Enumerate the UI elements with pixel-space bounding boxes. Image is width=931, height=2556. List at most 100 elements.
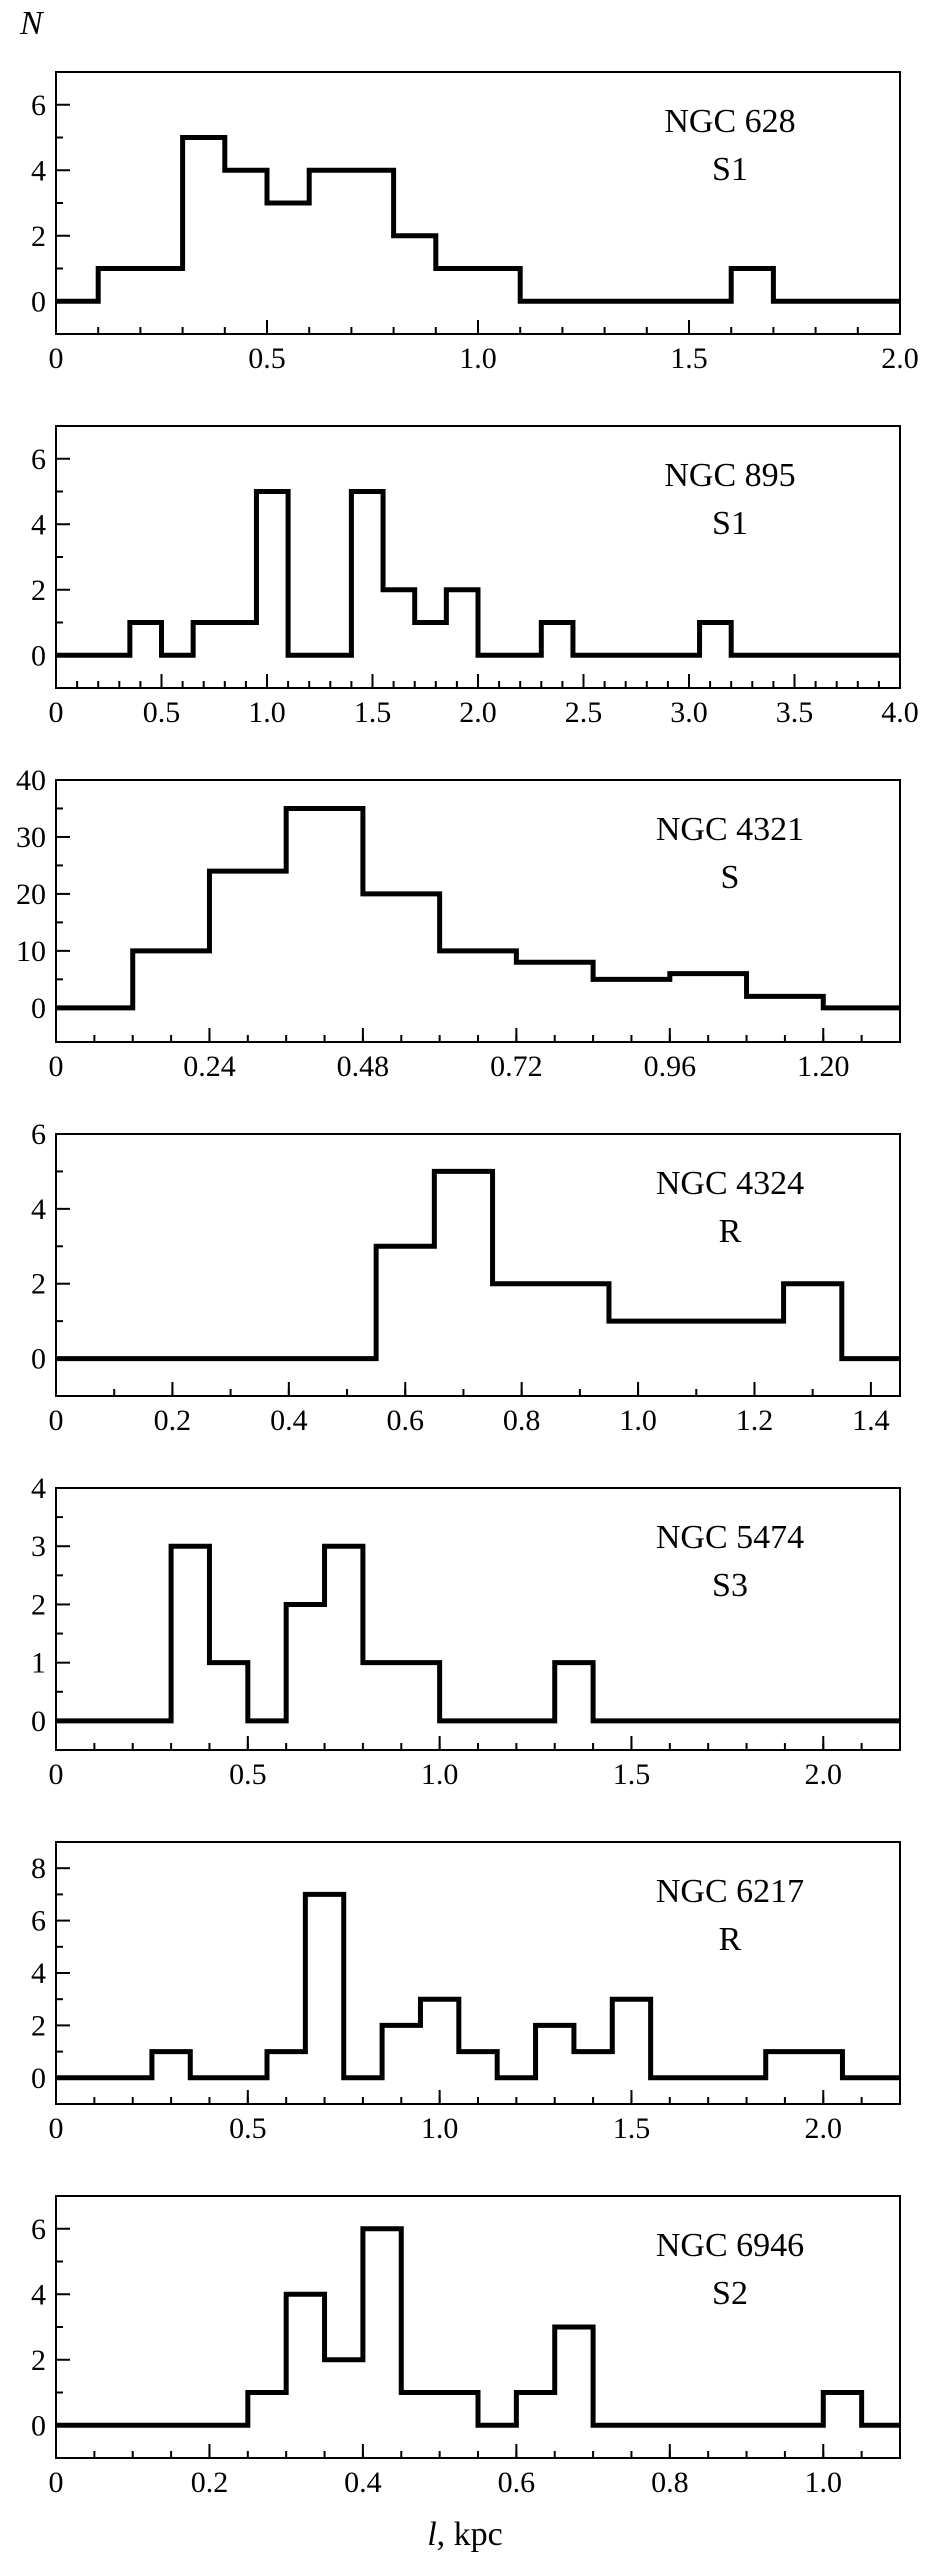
morphology-type: R bbox=[719, 1921, 742, 1958]
y-tick-label: 0 bbox=[31, 2062, 46, 2095]
histogram-panel-7: 0 0.2 0.4 0.6 0.8 1.0 0 2 4 6 NGC 6946 S2 bbox=[31, 2195, 901, 2499]
galaxy-name: NGC 5474 bbox=[656, 1519, 804, 1556]
x-tick-label: 0.5 bbox=[248, 342, 286, 375]
morphology-type: S bbox=[721, 859, 740, 896]
histogram-step-line bbox=[56, 1891, 900, 2081]
histogram-panel-4: 0 0.2 0.4 0.6 0.8 1.0 1.2 1.4 0 2 4 6 NGC 4324 R bbox=[31, 1118, 901, 1437]
morphology-type: S3 bbox=[712, 1567, 748, 1604]
x-tick-label: 0 bbox=[49, 1758, 64, 1791]
x-tick-label: 0 bbox=[49, 1404, 64, 1437]
y-tick-label: 2 bbox=[31, 2009, 46, 2042]
y-tick-label: 10 bbox=[16, 935, 46, 968]
x-tick-label: 0.5 bbox=[229, 2112, 267, 2145]
x-tick-label: 1.5 bbox=[613, 2112, 651, 2145]
x-tick-label: 3.5 bbox=[776, 696, 814, 729]
x-tick-label: 0.8 bbox=[651, 2466, 689, 2499]
histogram-step-line bbox=[56, 1168, 900, 1362]
x-tick-label: 0.4 bbox=[344, 2466, 382, 2499]
y-tick-label: 4 bbox=[31, 1193, 46, 1226]
morphology-type: S1 bbox=[712, 151, 748, 188]
x-tick-label: 0.5 bbox=[143, 696, 181, 729]
x-tick-label: 0.2 bbox=[154, 1404, 192, 1437]
y-tick-label: 4 bbox=[31, 154, 46, 187]
x-tick-label: 0 bbox=[49, 2112, 64, 2145]
y-tick-label: 6 bbox=[31, 1118, 46, 1151]
histogram-step-line bbox=[56, 2226, 900, 2428]
galaxy-name: NGC 4324 bbox=[656, 1165, 804, 1202]
y-tick-label: 40 bbox=[16, 764, 46, 797]
galaxy-name: NGC 6946 bbox=[656, 2227, 804, 2264]
y-tick-label: 6 bbox=[31, 1905, 46, 1938]
panel-frame bbox=[55, 1133, 901, 1397]
x-tick-label: 0 bbox=[49, 342, 64, 375]
y-tick-label: 30 bbox=[16, 821, 46, 854]
histogram-panel-1: 0 0.5 1.0 1.5 2.0 0 2 4 6 NGC 628 S1 bbox=[31, 71, 919, 375]
x-tick-label: 1.0 bbox=[619, 1404, 657, 1437]
x-tick-label: 0.72 bbox=[490, 1050, 543, 1083]
x-tick-label: 0.96 bbox=[644, 1050, 697, 1083]
x-tick-label: 0 bbox=[49, 696, 64, 729]
x-tick-label: 1.20 bbox=[797, 1050, 850, 1083]
x-tick-label: 2.5 bbox=[565, 696, 603, 729]
y-tick-label: 8 bbox=[31, 1852, 46, 1885]
y-tick-label: 4 bbox=[31, 1472, 46, 1505]
histogram-step-line bbox=[56, 135, 900, 304]
y-tick-label: 0 bbox=[31, 285, 46, 318]
x-tick-label: 0 bbox=[49, 2466, 64, 2499]
x-tick-label: 1.5 bbox=[670, 342, 708, 375]
x-tick-label: 2.0 bbox=[459, 696, 497, 729]
y-tick-label: 2 bbox=[31, 220, 46, 253]
histogram-panel-2: 0 0.5 1.0 1.5 2.0 2.5 3.0 3.5 4.0 0 2 4 6 NGC 895 S1 bbox=[31, 425, 919, 729]
x-tick-label: 1.0 bbox=[421, 1758, 459, 1791]
x-tick-label: 0.5 bbox=[229, 1758, 267, 1791]
x-tick-label: 1.0 bbox=[421, 2112, 459, 2145]
x-axis-unit: , kpc bbox=[437, 2516, 503, 2553]
histogram-panel-5: 0 0.5 1.0 1.5 2.0 0 1 2 3 4 NGC 5474 S3 bbox=[31, 1472, 901, 1791]
x-tick-label: 2.0 bbox=[881, 342, 919, 375]
morphology-type: R bbox=[719, 1213, 742, 1250]
x-tick-label: 1.0 bbox=[459, 342, 497, 375]
x-tick-label: 0.48 bbox=[337, 1050, 390, 1083]
y-tick-label: 0 bbox=[31, 2409, 46, 2442]
x-tick-label: 0.4 bbox=[270, 1404, 308, 1437]
morphology-type: S1 bbox=[712, 505, 748, 542]
x-tick-label: 2.0 bbox=[805, 1758, 843, 1791]
y-tick-label: 6 bbox=[31, 89, 46, 122]
x-tick-label: 1.4 bbox=[852, 1404, 890, 1437]
x-tick-label: 0.2 bbox=[191, 2466, 229, 2499]
x-tick-label: 0 bbox=[49, 1050, 64, 1083]
y-tick-label: 2 bbox=[31, 1268, 46, 1301]
y-tick-label: 2 bbox=[31, 574, 46, 607]
x-tick-label: 1.0 bbox=[248, 696, 286, 729]
x-tick-label: 0.24 bbox=[183, 1050, 236, 1083]
galaxy-name: NGC 895 bbox=[664, 457, 795, 494]
y-tick-label: 20 bbox=[16, 878, 46, 911]
galaxy-name: NGC 4321 bbox=[656, 811, 804, 848]
x-tick-label: 0.8 bbox=[503, 1404, 541, 1437]
x-axis-symbol: l bbox=[427, 2516, 436, 2553]
histogram-step-line bbox=[56, 1543, 900, 1724]
histogram-step-line bbox=[56, 805, 900, 1011]
morphology-type: S2 bbox=[712, 2275, 748, 2312]
y-tick-label: 0 bbox=[31, 639, 46, 672]
histogram-step-line bbox=[56, 489, 900, 658]
y-tick-label: 4 bbox=[31, 2278, 46, 2311]
y-tick-label: 6 bbox=[31, 2213, 46, 2246]
y-tick-label: 6 bbox=[31, 443, 46, 476]
y-tick-label: 0 bbox=[31, 992, 46, 1025]
histogram-panel-6: 0 0.5 1.0 1.5 2.0 0 2 4 6 8 NGC 6217 R bbox=[31, 1841, 901, 2145]
histogram-panel-3: 0 0.24 0.48 0.72 0.96 1.20 0 10 20 30 40 NGC 4321 S bbox=[16, 764, 901, 1083]
galaxy-name: NGC 628 bbox=[664, 103, 795, 140]
x-tick-label: 3.0 bbox=[670, 696, 708, 729]
y-tick-label: 2 bbox=[31, 2344, 46, 2377]
x-tick-label: 1.5 bbox=[613, 1758, 651, 1791]
y-tick-label: 3 bbox=[31, 1530, 46, 1563]
y-tick-label: 4 bbox=[31, 1957, 46, 1990]
galaxy-name: NGC 6217 bbox=[656, 1873, 804, 1910]
y-tick-label: 2 bbox=[31, 1588, 46, 1621]
x-tick-label: 1.5 bbox=[354, 696, 392, 729]
y-tick-label: 1 bbox=[31, 1647, 46, 1680]
y-axis-title: N bbox=[19, 5, 45, 42]
